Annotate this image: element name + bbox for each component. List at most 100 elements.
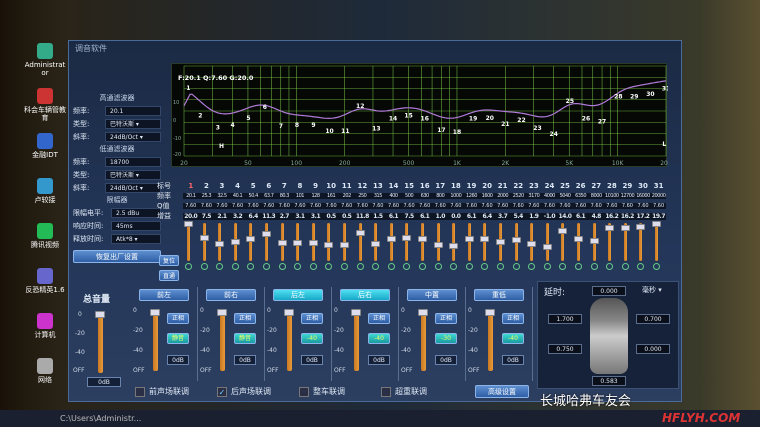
phase-button[interactable]: 正相 [301, 313, 323, 324]
band-freq[interactable]: 10100 [604, 193, 620, 199]
hp-freq-input[interactable]: 20.1 [105, 105, 161, 116]
band-link-icon[interactable] [481, 263, 489, 270]
band-freq[interactable]: 40.1 [229, 193, 246, 199]
lp-type-select[interactable]: 巴特沃斯 ▾ [105, 169, 161, 180]
advanced-settings-button[interactable]: 高级设置 [475, 385, 529, 398]
band-link-icon[interactable] [543, 263, 551, 270]
band-link-icon[interactable] [637, 263, 645, 270]
band-gain[interactable]: 16.2 [604, 212, 620, 220]
eq-slider-knob[interactable] [542, 244, 552, 251]
band-gain[interactable]: 11.8 [354, 212, 371, 220]
band-gain[interactable]: 19.7 [650, 212, 667, 220]
band-freq[interactable]: 5040 [557, 193, 573, 199]
band-q[interactable]: 7.60 [276, 203, 293, 209]
eq-slider-knob[interactable] [480, 235, 490, 242]
band-gain[interactable]: 6.4 [479, 212, 495, 220]
band-link-icon[interactable] [200, 263, 208, 270]
band-link-icon[interactable] [653, 263, 660, 270]
band-freq[interactable]: 250 [354, 193, 371, 199]
band-freq[interactable]: 16000 [635, 193, 651, 199]
channel-volume-knob[interactable] [351, 309, 361, 316]
eq-slider-knob[interactable] [402, 234, 412, 241]
band-freq[interactable]: 1600 [479, 193, 495, 199]
reset-button[interactable]: 复位 [159, 255, 179, 266]
link-checkbox[interactable]: ✓ 后声场联调 [217, 387, 271, 397]
eq-slider-track[interactable] [545, 223, 549, 261]
band-freq[interactable]: 25.3 [198, 193, 215, 199]
delay-front-right-input[interactable]: 0.700 [636, 314, 670, 324]
band-q[interactable]: 7.60 [541, 203, 558, 209]
band-q[interactable]: 7.60 [494, 203, 511, 209]
lp-slope-select[interactable]: 24dB/Oct ▾ [105, 182, 161, 193]
band-link-icon[interactable] [356, 263, 364, 270]
band-freq[interactable]: 32.5 [214, 193, 230, 199]
taskbar-item[interactable]: C:\Users\Administr... [60, 414, 142, 423]
band-q[interactable]: 7.60 [479, 203, 495, 209]
band-freq[interactable]: 161 [323, 193, 339, 199]
band-link-icon[interactable] [575, 263, 582, 270]
desktop-icon[interactable]: 科会车辆管教育 [24, 85, 66, 130]
band-freq[interactable]: 80.3 [276, 193, 293, 199]
bypass-button[interactable]: 直通 [159, 270, 179, 281]
eq-slider-track[interactable] [358, 223, 362, 261]
link-checkbox[interactable]: 整车联调 [299, 387, 345, 397]
band-gain[interactable]: 0.5 [338, 212, 355, 220]
band-q[interactable]: 7.60 [354, 203, 371, 209]
phase-button[interactable]: 正相 [502, 313, 524, 324]
band-gain[interactable]: 6.1 [463, 212, 480, 220]
master-knob[interactable] [95, 311, 105, 318]
attack-input[interactable]: 45ms [111, 220, 161, 231]
release-select[interactable]: Atk*8 ▾ [111, 233, 161, 244]
band-gain[interactable]: 6.1 [416, 212, 433, 220]
band-freq[interactable]: 101 [292, 193, 308, 199]
band-gain[interactable]: 6.1 [572, 212, 589, 220]
band-gain[interactable]: 20.0 [183, 212, 199, 220]
band-freq[interactable]: 20.1 [183, 193, 199, 199]
band-link-icon[interactable] [450, 263, 458, 270]
eq-slider-knob[interactable] [277, 240, 287, 247]
channel-volume-knob[interactable] [217, 309, 227, 316]
eq-slider-knob[interactable] [355, 230, 365, 237]
band-freq[interactable]: 6350 [572, 193, 589, 199]
band-gain[interactable]: 6.4 [245, 212, 261, 220]
band-q[interactable]: 7.60 [463, 203, 480, 209]
eq-slider-track[interactable] [483, 223, 487, 261]
limit-level-input[interactable]: 2.5 dBu [111, 207, 161, 218]
eq-slider-track[interactable] [623, 223, 627, 261]
band-gain[interactable]: 16.2 [619, 212, 636, 220]
band-gain[interactable]: 0.0 [448, 212, 464, 220]
band-q[interactable]: 7.60 [526, 203, 542, 209]
band-gain[interactable]: 4.8 [588, 212, 605, 220]
channel-name-button[interactable]: 前右 [206, 289, 256, 301]
band-freq[interactable]: 20000 [650, 193, 667, 199]
band-q[interactable]: 7.60 [292, 203, 308, 209]
band-link-icon[interactable] [372, 263, 380, 270]
eq-slider-track[interactable] [655, 223, 658, 261]
eq-slider-track[interactable] [249, 223, 253, 261]
eq-slider-track[interactable] [639, 223, 643, 261]
band-link-icon[interactable] [434, 263, 442, 270]
band-freq[interactable]: 630 [416, 193, 433, 199]
band-q[interactable]: 7.60 [307, 203, 324, 209]
eq-slider-track[interactable] [452, 223, 456, 261]
desktop-icon[interactable]: 腾讯视频 [24, 220, 66, 265]
band-q[interactable]: 7.60 [183, 203, 199, 209]
eq-slider-knob[interactable] [340, 242, 349, 249]
band-q[interactable]: 7.60 [650, 203, 667, 209]
band-link-icon[interactable] [247, 263, 255, 270]
channel-name-button[interactable]: 后右 [340, 289, 390, 301]
hp-slope-select[interactable]: 24dB/Oct ▾ [105, 131, 161, 142]
band-q[interactable]: 7.60 [385, 203, 402, 209]
eq-slider-knob[interactable] [293, 239, 303, 246]
band-link-icon[interactable] [621, 263, 629, 270]
desktop-icon[interactable]: 金融IDT [24, 130, 66, 175]
band-freq[interactable]: 400 [385, 193, 402, 199]
channel-volume-knob[interactable] [150, 309, 160, 316]
band-q[interactable]: 7.60 [229, 203, 246, 209]
band-link-icon[interactable] [278, 263, 286, 270]
phase-button[interactable]: 正相 [234, 313, 256, 324]
band-gain[interactable]: 0.5 [323, 212, 339, 220]
eq-slider-knob[interactable] [527, 240, 537, 247]
band-link-icon[interactable] [559, 263, 567, 270]
band-gain[interactable]: 14.0 [557, 212, 573, 220]
